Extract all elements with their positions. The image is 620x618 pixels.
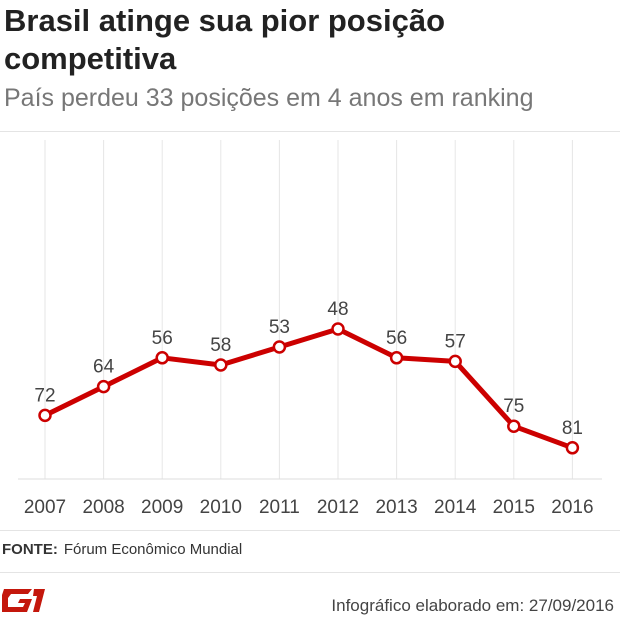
credit-note: Infográfico elaborado em: 27/09/2016 — [331, 596, 614, 615]
x-tick-2010: 2010 — [200, 497, 242, 518]
data-label-2009: 56 — [152, 328, 173, 349]
marker-2013 — [389, 351, 404, 365]
x-tick-2012: 2012 — [317, 497, 359, 518]
data-label-2013: 56 — [386, 328, 407, 349]
chart-title: Brasil atinge sua pior posição competiti… — [4, 3, 446, 76]
source-label: FONTE: — [2, 541, 58, 558]
line-chart: 72 64 56 58 53 48 56 57 75 81 2007 2008 2009 2010 201… — [18, 140, 602, 518]
chart-data-labels: 72 64 56 58 53 48 56 57 75 81 — [34, 299, 583, 439]
data-label-2015: 75 — [503, 396, 524, 417]
source-note: FONTE: Fórum Econômico Mundial — [2, 541, 242, 558]
x-tick-2007: 2007 — [24, 497, 66, 518]
data-label-2016: 81 — [562, 418, 583, 439]
marker-2015 — [507, 419, 521, 433]
marker-2012 — [331, 322, 345, 336]
marker-2014 — [448, 354, 462, 369]
chart-series-line — [42, 326, 575, 451]
header-divider — [0, 131, 620, 132]
marker-2016 — [565, 441, 580, 455]
chart-markers — [38, 322, 580, 455]
data-label-2011: 53 — [269, 317, 290, 338]
x-tick-2014: 2014 — [434, 497, 477, 518]
x-tick-2009: 2009 — [141, 497, 183, 518]
footer-divider-top — [0, 530, 620, 531]
chart-gridlines — [44, 140, 573, 479]
x-tick-2011: 2011 — [259, 497, 300, 518]
marker-2007 — [38, 408, 52, 423]
marker-2010 — [214, 358, 228, 372]
marker-2011 — [272, 340, 287, 354]
data-label-2007: 72 — [34, 385, 55, 406]
x-tick-2016: 2016 — [551, 497, 593, 518]
marker-2008 — [96, 379, 111, 394]
footer-divider-bottom — [0, 572, 620, 573]
series-line — [42, 326, 575, 451]
x-tick-2015: 2015 — [493, 497, 535, 518]
data-label-2008: 64 — [93, 357, 115, 378]
data-label-2012: 48 — [327, 299, 348, 320]
data-label-2014: 57 — [445, 331, 466, 352]
chart-subtitle: País perdeu 33 posições em 4 anos em ran… — [4, 84, 534, 112]
x-tick-2008: 2008 — [82, 497, 124, 518]
x-axis-ticks: 2007 2008 2009 2010 2011 2012 2013 2014 2015 2016 — [24, 497, 594, 518]
g1-logo: G1 — [2, 589, 45, 612]
data-label-2010: 58 — [210, 335, 231, 356]
x-tick-2013: 2013 — [375, 497, 417, 518]
marker-2009 — [155, 351, 169, 365]
source-text: Fórum Econômico Mundial — [63, 541, 243, 558]
